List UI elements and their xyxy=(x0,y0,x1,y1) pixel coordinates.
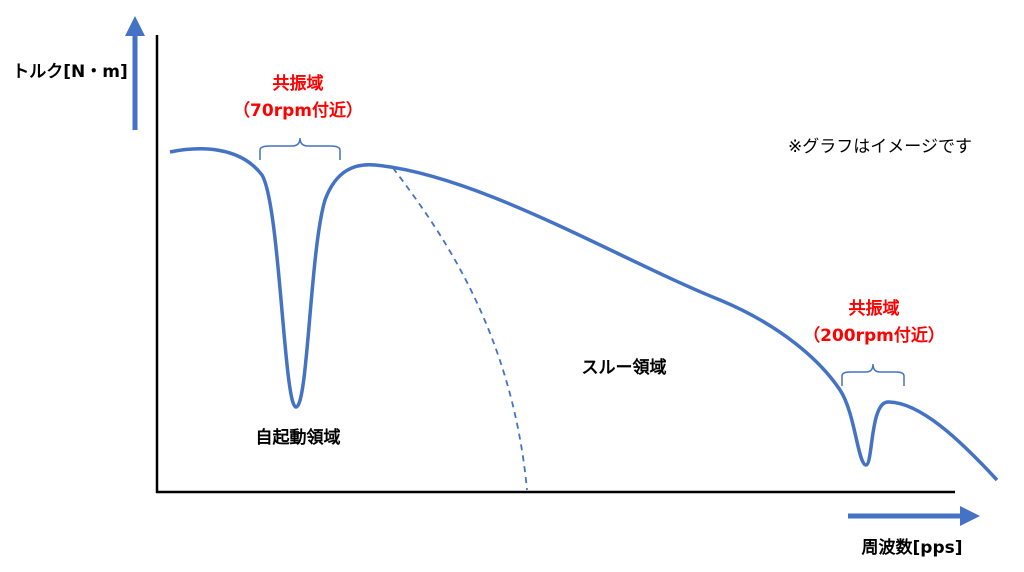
region-label: 自起動領域 xyxy=(256,427,341,448)
resonance-title: 共振域 xyxy=(849,298,900,319)
start-boundary xyxy=(392,167,528,491)
note: ※グラフはイメージです xyxy=(788,137,972,157)
y-axis-label: トルク[N・m] xyxy=(12,62,127,82)
resonance-title: 共振域 xyxy=(273,73,324,94)
resonance-subtitle: （70rpm付近） xyxy=(233,100,363,121)
brace xyxy=(259,137,341,160)
brace xyxy=(841,363,905,386)
torque-curve xyxy=(169,147,999,482)
region-label: スルー領域 xyxy=(582,357,667,378)
x-axis-label: 周波数[pps] xyxy=(862,537,963,558)
resonance-subtitle: （200rpm付近） xyxy=(803,325,945,346)
